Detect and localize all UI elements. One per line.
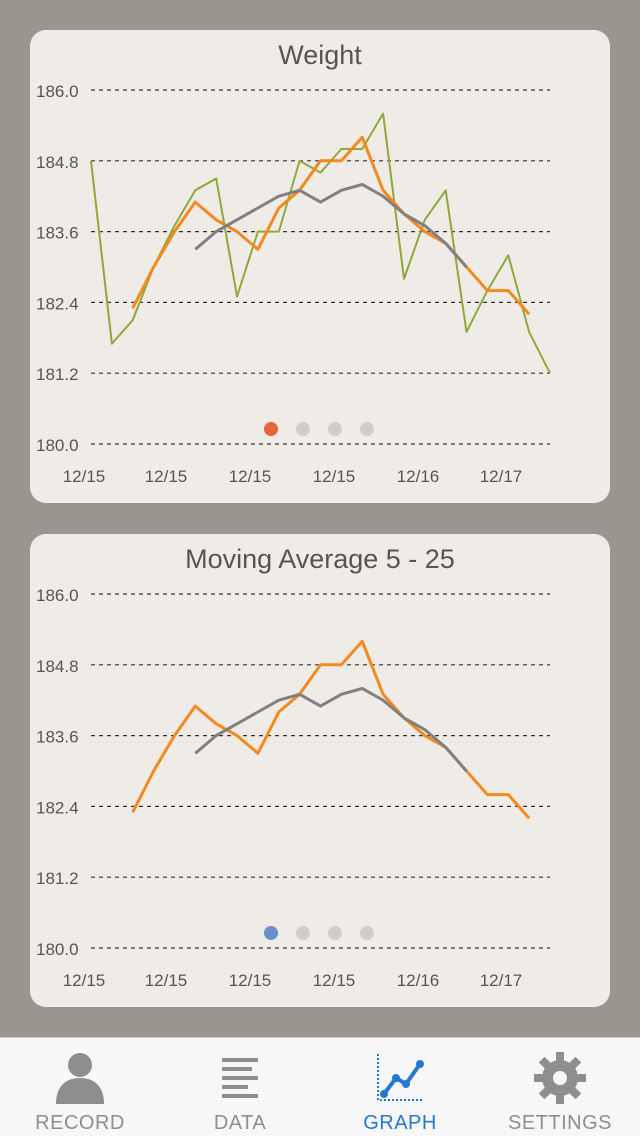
tab-label: GRAPH — [363, 1112, 437, 1134]
moving-average-chart: 186.0 184.8 183.6 182.4 181.2 180.0 12/15 12/15… — [36, 586, 550, 990]
y-tick-label: 181.2 — [36, 365, 79, 384]
y-tick-label: 186.0 — [36, 82, 79, 101]
x-tick-label: 12/17 — [480, 971, 523, 990]
series-line-0 — [131, 639, 531, 820]
y-tick-label: 184.8 — [36, 657, 79, 676]
weight-chart-card[interactable]: Weight 186.0 184.8 183.6 182.4 181.2 180.0 12/… — [30, 30, 610, 503]
x-tick-label: 12/15 — [145, 467, 188, 486]
person-icon — [56, 1053, 104, 1104]
tab-data[interactable]: DATA — [160, 1038, 320, 1136]
page-indicator-dot[interactable] — [360, 422, 374, 436]
x-tick-label: 12/17 — [480, 467, 523, 486]
x-tick-label: 12/16 — [397, 971, 440, 990]
tab-settings[interactable]: SETTINGS — [480, 1038, 640, 1136]
y-tick-label: 180.0 — [36, 940, 79, 959]
x-tick-label: 12/15 — [229, 971, 272, 990]
series-line-1 — [194, 686, 468, 772]
y-tick-label: 182.4 — [36, 798, 79, 817]
tab-label: DATA — [213, 1112, 267, 1134]
y-tick-label: 184.8 — [36, 153, 79, 172]
page-indicator-dot[interactable] — [296, 422, 310, 436]
y-tick-label: 186.0 — [36, 586, 79, 605]
x-tick-label: 12/15 — [313, 971, 356, 990]
x-tick-label: 12/15 — [63, 467, 106, 486]
x-tick-label: 12/15 — [145, 971, 188, 990]
y-tick-label: 183.6 — [36, 224, 79, 243]
weight-chart: 186.0 184.8 183.6 182.4 181.2 180.0 12/15 12/15… — [36, 82, 551, 486]
page-indicator-dot[interactable] — [328, 422, 342, 436]
y-tick-label: 180.0 — [36, 436, 79, 455]
y-tick-label: 183.6 — [36, 728, 79, 747]
y-tick-label: 181.2 — [36, 869, 79, 888]
gear-icon — [534, 1052, 586, 1104]
tab-graph[interactable]: GRAPH — [320, 1038, 480, 1136]
page-indicator-dot[interactable] — [328, 926, 342, 940]
x-tick-label: 12/15 — [229, 467, 272, 486]
page-indicator-dot[interactable] — [360, 926, 374, 940]
series-line-2 — [194, 182, 468, 268]
chart-title: Weight — [278, 40, 362, 70]
tab-bar: RECORD DATA GRAPH — [0, 1037, 640, 1136]
series-line-0 — [90, 112, 551, 374]
y-tick-label: 182.4 — [36, 294, 79, 313]
page-indicator-dot[interactable] — [296, 926, 310, 940]
chart-title: Moving Average 5 - 25 — [185, 544, 455, 574]
page-indicator-dot[interactable] — [264, 422, 278, 436]
x-tick-label: 12/16 — [397, 467, 440, 486]
graph-icon — [377, 1054, 424, 1101]
list-icon — [222, 1058, 258, 1098]
page-indicator-dot[interactable] — [264, 926, 278, 940]
x-tick-label: 12/15 — [313, 467, 356, 486]
series-line-1 — [131, 135, 531, 316]
tab-label: SETTINGS — [507, 1112, 612, 1134]
moving-average-chart-card[interactable]: Moving Average 5 - 25 186.0 184.8 183.6 182… — [30, 534, 610, 1007]
tab-label: RECORD — [35, 1112, 125, 1134]
x-tick-label: 12/15 — [63, 971, 106, 990]
tab-record[interactable]: RECORD — [0, 1038, 160, 1136]
